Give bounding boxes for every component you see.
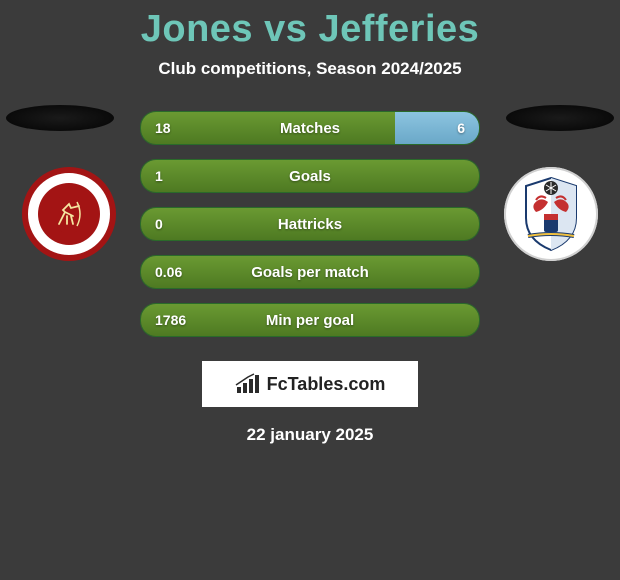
archer-icon: [49, 194, 89, 234]
stats-area: 186Matches 1Goals 0Hattricks 0.06Goals per …: [0, 111, 620, 337]
team-badge-left: [22, 167, 116, 261]
stat-bars: 186Matches 1Goals 0Hattricks 0.06Goals per …: [140, 111, 480, 337]
stat-row: 0.06Goals per match: [140, 255, 480, 289]
stat-label: Goals: [141, 160, 479, 192]
stat-label: Goals per match: [141, 256, 479, 288]
attribution-text: FcTables.com: [267, 374, 386, 395]
stat-row: 186Matches: [140, 111, 480, 145]
stat-label: Min per goal: [141, 304, 479, 336]
stat-label: Matches: [141, 112, 479, 144]
page-title: Jones vs Jefferies: [0, 8, 620, 51]
attribution-logo: FcTables.com: [202, 361, 418, 407]
stat-row: 1786Min per goal: [140, 303, 480, 337]
crest-icon: [516, 174, 586, 254]
platform-right: [506, 105, 614, 131]
stat-label: Hattricks: [141, 208, 479, 240]
stat-row: 0Hattricks: [140, 207, 480, 241]
stat-row: 1Goals: [140, 159, 480, 193]
page-subtitle: Club competitions, Season 2024/2025: [0, 59, 620, 79]
team-badge-right: [504, 167, 598, 261]
chart-icon: [235, 373, 261, 395]
platform-left: [6, 105, 114, 131]
date-label: 22 january 2025: [0, 425, 620, 445]
